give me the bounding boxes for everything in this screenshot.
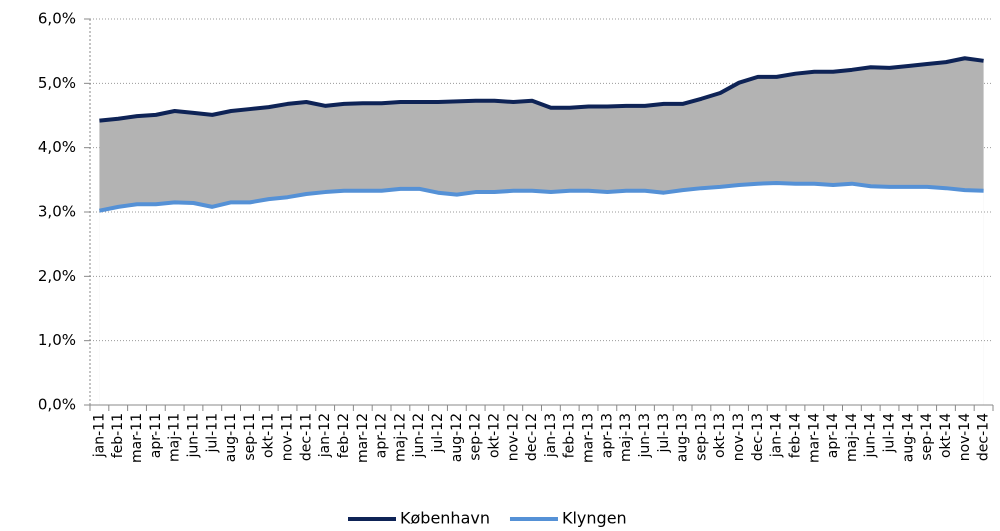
x-tick-label: maj-11 (167, 413, 183, 462)
x-tick-label: apr-12 (374, 413, 390, 458)
x-tick-label: jan-14 (769, 413, 785, 458)
x-tick-label: sep-14 (919, 413, 935, 461)
x-tick-label: okt-12 (486, 413, 502, 458)
x-tick-label: apr-13 (599, 413, 615, 458)
x-tick-label: mar-11 (129, 413, 145, 463)
x-tick-label: aug-13 (675, 413, 691, 462)
x-tick-label: feb-14 (787, 413, 803, 458)
x-tick-label: dec-13 (750, 413, 766, 461)
x-tick-label: apr-14 (825, 413, 841, 458)
x-tick-label: jan-11 (91, 413, 107, 458)
y-tick-label: 3,0% (38, 203, 76, 221)
x-tick-label: jan-13 (543, 413, 559, 458)
x-tick-label: nov-14 (957, 413, 973, 461)
x-tick-label: okt-13 (712, 413, 728, 458)
x-tick-label: jul-11 (204, 413, 220, 454)
x-tick-label: jul-12 (430, 413, 446, 454)
x-tick-label: jul-14 (882, 413, 898, 454)
x-tick-label: maj-12 (392, 413, 408, 462)
x-tick-label: nov-11 (280, 413, 296, 461)
x-tick-label: okt-14 (938, 413, 954, 458)
x-tick-label: mar-12 (355, 413, 371, 463)
x-tick-label: jun-12 (411, 413, 427, 459)
fill-between-area (99, 58, 984, 405)
x-tick-label: aug-14 (900, 413, 916, 462)
y-tick-label: 2,0% (38, 267, 76, 285)
x-tick-label: aug-11 (223, 413, 239, 462)
x-tick-label: sep-11 (242, 413, 258, 461)
x-tick-label: nov-12 (505, 413, 521, 461)
legend-label: Klyngen (562, 509, 627, 528)
y-tick-label: 0,0% (38, 396, 76, 414)
x-tick-label: jan-12 (317, 413, 333, 458)
line (99, 56, 984, 123)
x-tick-label: dec-11 (298, 413, 314, 461)
x-tick-label: jun-13 (637, 413, 653, 459)
line (99, 181, 984, 213)
x-tick-label: dec-12 (524, 413, 540, 461)
x-tick-label: jun-14 (863, 413, 879, 459)
x-tick-label: feb-12 (336, 413, 352, 458)
x-tick-label: maj-14 (844, 413, 860, 462)
x-tick-label: jun-11 (185, 413, 201, 459)
x-tick-label: sep-13 (693, 413, 709, 461)
x-tick-label: aug-12 (449, 413, 465, 462)
x-tick-label: sep-12 (468, 413, 484, 461)
x-tick-label: feb-13 (562, 413, 578, 458)
x-tick-label: maj-13 (618, 413, 634, 462)
legend-label: København (400, 509, 490, 528)
x-tick-label: nov-13 (731, 413, 747, 461)
y-tick-label: 1,0% (38, 331, 76, 349)
x-tick-label: feb-11 (110, 413, 126, 458)
x-tick-label: mar-14 (806, 413, 822, 463)
x-tick-label: mar-13 (581, 413, 597, 463)
x-tick-label: apr-11 (148, 413, 164, 458)
y-tick-label: 4,0% (38, 138, 76, 156)
y-tick-label: 6,0% (38, 10, 76, 28)
x-tick-label: dec-14 (976, 413, 992, 461)
y-tick-label: 5,0% (38, 74, 76, 92)
x-tick-label: okt-11 (261, 413, 277, 458)
x-tick-label: jul-13 (656, 413, 672, 454)
